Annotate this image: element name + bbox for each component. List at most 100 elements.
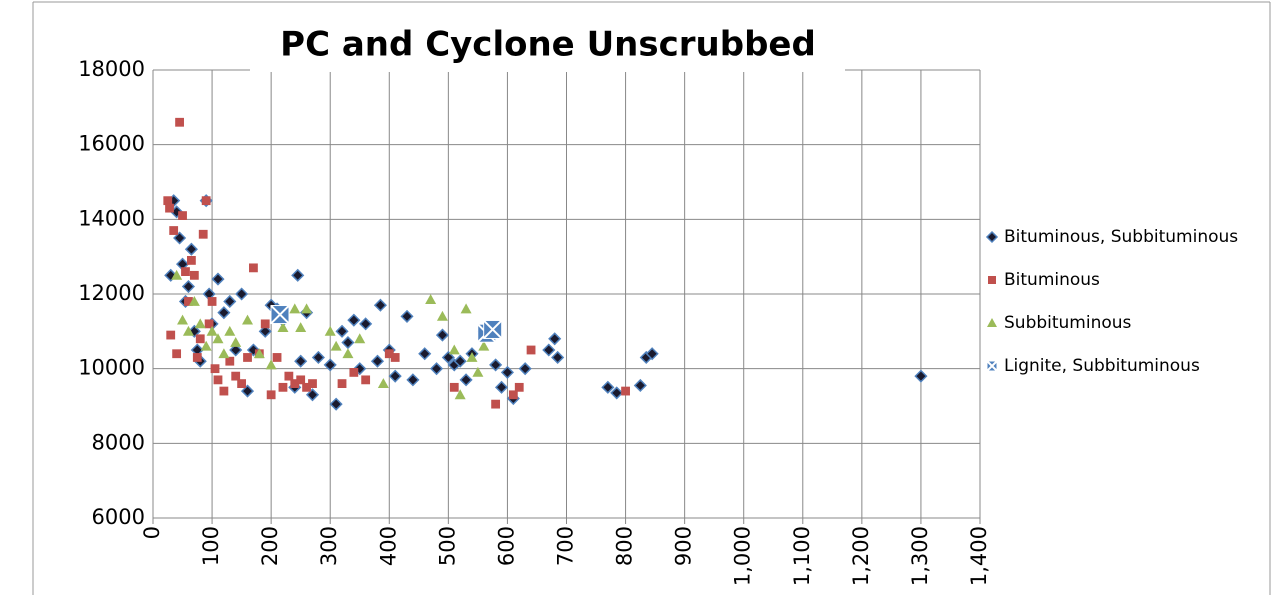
y-tick-label: 18000 bbox=[78, 57, 145, 81]
point bbox=[184, 297, 193, 306]
point bbox=[181, 267, 190, 276]
legend-marker bbox=[987, 318, 997, 327]
point bbox=[270, 304, 290, 325]
point-cross bbox=[482, 319, 503, 340]
point bbox=[169, 226, 179, 235]
point bbox=[370, 354, 385, 368]
point bbox=[460, 303, 472, 314]
point bbox=[341, 335, 355, 350]
point bbox=[195, 334, 205, 344]
x-tick-label: 0 bbox=[140, 526, 164, 539]
point bbox=[211, 272, 225, 286]
point bbox=[347, 313, 361, 327]
point bbox=[400, 309, 414, 323]
point bbox=[163, 196, 173, 206]
point bbox=[301, 303, 313, 314]
point bbox=[295, 322, 307, 332]
legend-marker bbox=[988, 276, 996, 284]
point bbox=[406, 373, 420, 387]
point bbox=[296, 375, 306, 385]
point bbox=[494, 380, 509, 394]
point bbox=[441, 350, 455, 365]
point bbox=[311, 350, 325, 365]
point bbox=[218, 348, 230, 359]
point bbox=[243, 353, 252, 362]
x-tick-label: 700 bbox=[554, 526, 578, 566]
x-tick-label: 400 bbox=[376, 526, 400, 566]
point bbox=[645, 347, 659, 361]
point bbox=[323, 358, 337, 372]
point bbox=[454, 389, 466, 400]
point bbox=[237, 379, 247, 388]
x-tick-label: 600 bbox=[494, 526, 518, 566]
point bbox=[330, 340, 342, 351]
point bbox=[289, 303, 301, 314]
point bbox=[173, 231, 187, 245]
point bbox=[272, 353, 282, 362]
point bbox=[201, 196, 211, 206]
point bbox=[453, 354, 467, 368]
point bbox=[172, 349, 182, 359]
point bbox=[229, 343, 243, 357]
x-tick-label: 1,200 bbox=[849, 526, 873, 586]
chart-title: PC and Cyclone Unscrubbed bbox=[280, 25, 816, 65]
point bbox=[217, 306, 231, 320]
point bbox=[182, 325, 194, 336]
point bbox=[373, 298, 387, 312]
legend-label: Lignite, Subbituminous bbox=[1004, 356, 1200, 376]
legend-marker bbox=[986, 360, 998, 372]
point bbox=[388, 369, 402, 383]
point bbox=[548, 332, 562, 346]
point bbox=[302, 382, 311, 392]
point bbox=[291, 268, 305, 282]
point bbox=[329, 397, 343, 411]
point bbox=[225, 356, 235, 366]
point bbox=[277, 322, 289, 332]
point bbox=[181, 279, 196, 294]
point bbox=[342, 348, 354, 359]
point bbox=[500, 365, 514, 379]
x-tick-label: 800 bbox=[613, 526, 637, 566]
y-tick-label: 6000 bbox=[92, 505, 145, 529]
point bbox=[184, 242, 198, 256]
point bbox=[361, 375, 371, 385]
point bbox=[266, 390, 276, 400]
point bbox=[212, 333, 224, 344]
x-tick-label: 100 bbox=[199, 526, 223, 566]
point bbox=[508, 390, 518, 400]
point bbox=[449, 382, 459, 392]
point bbox=[231, 371, 241, 381]
legend-label: Bituminous, Subbituminous bbox=[1004, 227, 1238, 247]
point bbox=[290, 379, 300, 388]
point bbox=[210, 364, 220, 374]
point bbox=[601, 380, 615, 394]
point bbox=[436, 310, 448, 321]
x-tick-label: 300 bbox=[317, 526, 341, 566]
point bbox=[390, 353, 400, 362]
y-tick-label: 12000 bbox=[78, 281, 145, 305]
x-tick-label: 1,400 bbox=[967, 526, 991, 586]
y-tick-label: 16000 bbox=[78, 132, 145, 156]
point bbox=[459, 373, 473, 387]
point bbox=[240, 384, 255, 398]
point bbox=[551, 350, 565, 365]
x-tick-label: 200 bbox=[258, 526, 282, 566]
point bbox=[207, 297, 217, 306]
point bbox=[305, 388, 320, 402]
point bbox=[219, 386, 229, 396]
point bbox=[526, 345, 536, 355]
y-tick-label: 8000 bbox=[92, 430, 145, 454]
point-cross bbox=[270, 304, 290, 325]
point bbox=[518, 362, 532, 376]
point bbox=[482, 319, 503, 340]
point bbox=[186, 256, 196, 265]
legend-label: Subbituminous bbox=[1004, 313, 1132, 333]
point bbox=[914, 369, 928, 383]
point bbox=[308, 379, 317, 388]
x-tick-label: 1,300 bbox=[908, 526, 932, 586]
point bbox=[194, 318, 206, 329]
y-tick-label: 14000 bbox=[78, 206, 145, 230]
point bbox=[166, 330, 176, 340]
point bbox=[425, 294, 437, 304]
